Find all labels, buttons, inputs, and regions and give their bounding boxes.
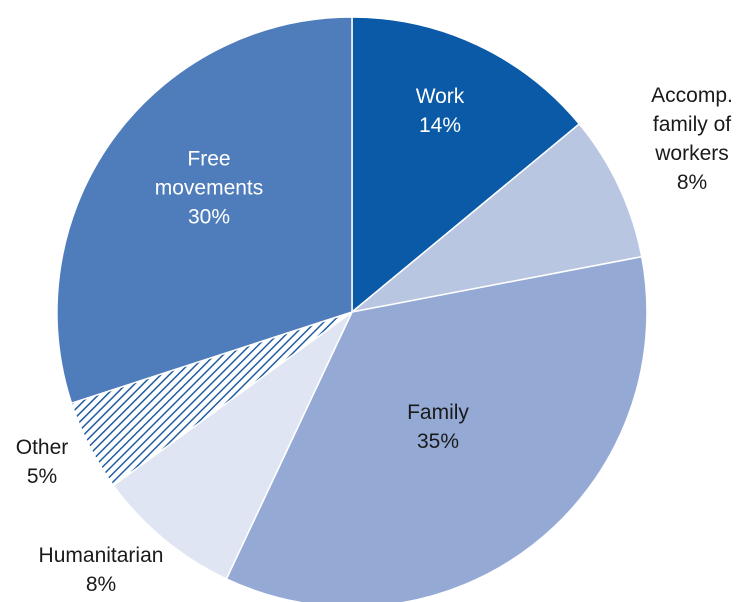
pie-label-line: Humanitarian [39, 544, 164, 567]
pie-slices [56, 16, 648, 602]
pie-label-line: Other [16, 436, 69, 459]
pie-slice-family [225, 255, 648, 602]
pie-slice-free-movements [56, 16, 353, 405]
pie-label-line: Accomp. [651, 84, 733, 107]
pie-label-humanitarian: Humanitarian 8% [39, 544, 164, 596]
pie-slice-accomp-family-of-workers [351, 122, 643, 313]
pie-label-line: movements [155, 177, 264, 200]
pie-label-other: Other 5% [16, 436, 69, 488]
pie-label-free-movements: Free movements 30% [155, 148, 264, 229]
pie-label-work: Work 14% [416, 85, 465, 137]
pie-label-line: family of [653, 113, 731, 136]
pie-value-accomp-family-of-workers: 8% [677, 171, 707, 194]
pie-labels: Work 14% Accomp. family of workers 8% Family 35… [16, 84, 733, 596]
pie-label-family: Family 35% [407, 401, 469, 453]
pie-label-accomp-family-of-workers: Accomp. family of workers 8% [651, 84, 733, 194]
pie-label-line: workers [654, 142, 729, 165]
pie-slice-work [351, 16, 581, 314]
pie-label-line: Work [416, 85, 465, 108]
pie-value-humanitarian: 8% [86, 573, 116, 596]
pie-value-free-movements: 30% [188, 206, 230, 229]
pie-label-line: Free [187, 148, 230, 171]
pie-value-work: 14% [419, 114, 461, 137]
pie-label-line: Family [407, 401, 469, 424]
pie-value-family: 35% [417, 430, 459, 453]
pie-value-other: 5% [27, 465, 57, 488]
pie-slice-humanitarian [112, 311, 353, 580]
